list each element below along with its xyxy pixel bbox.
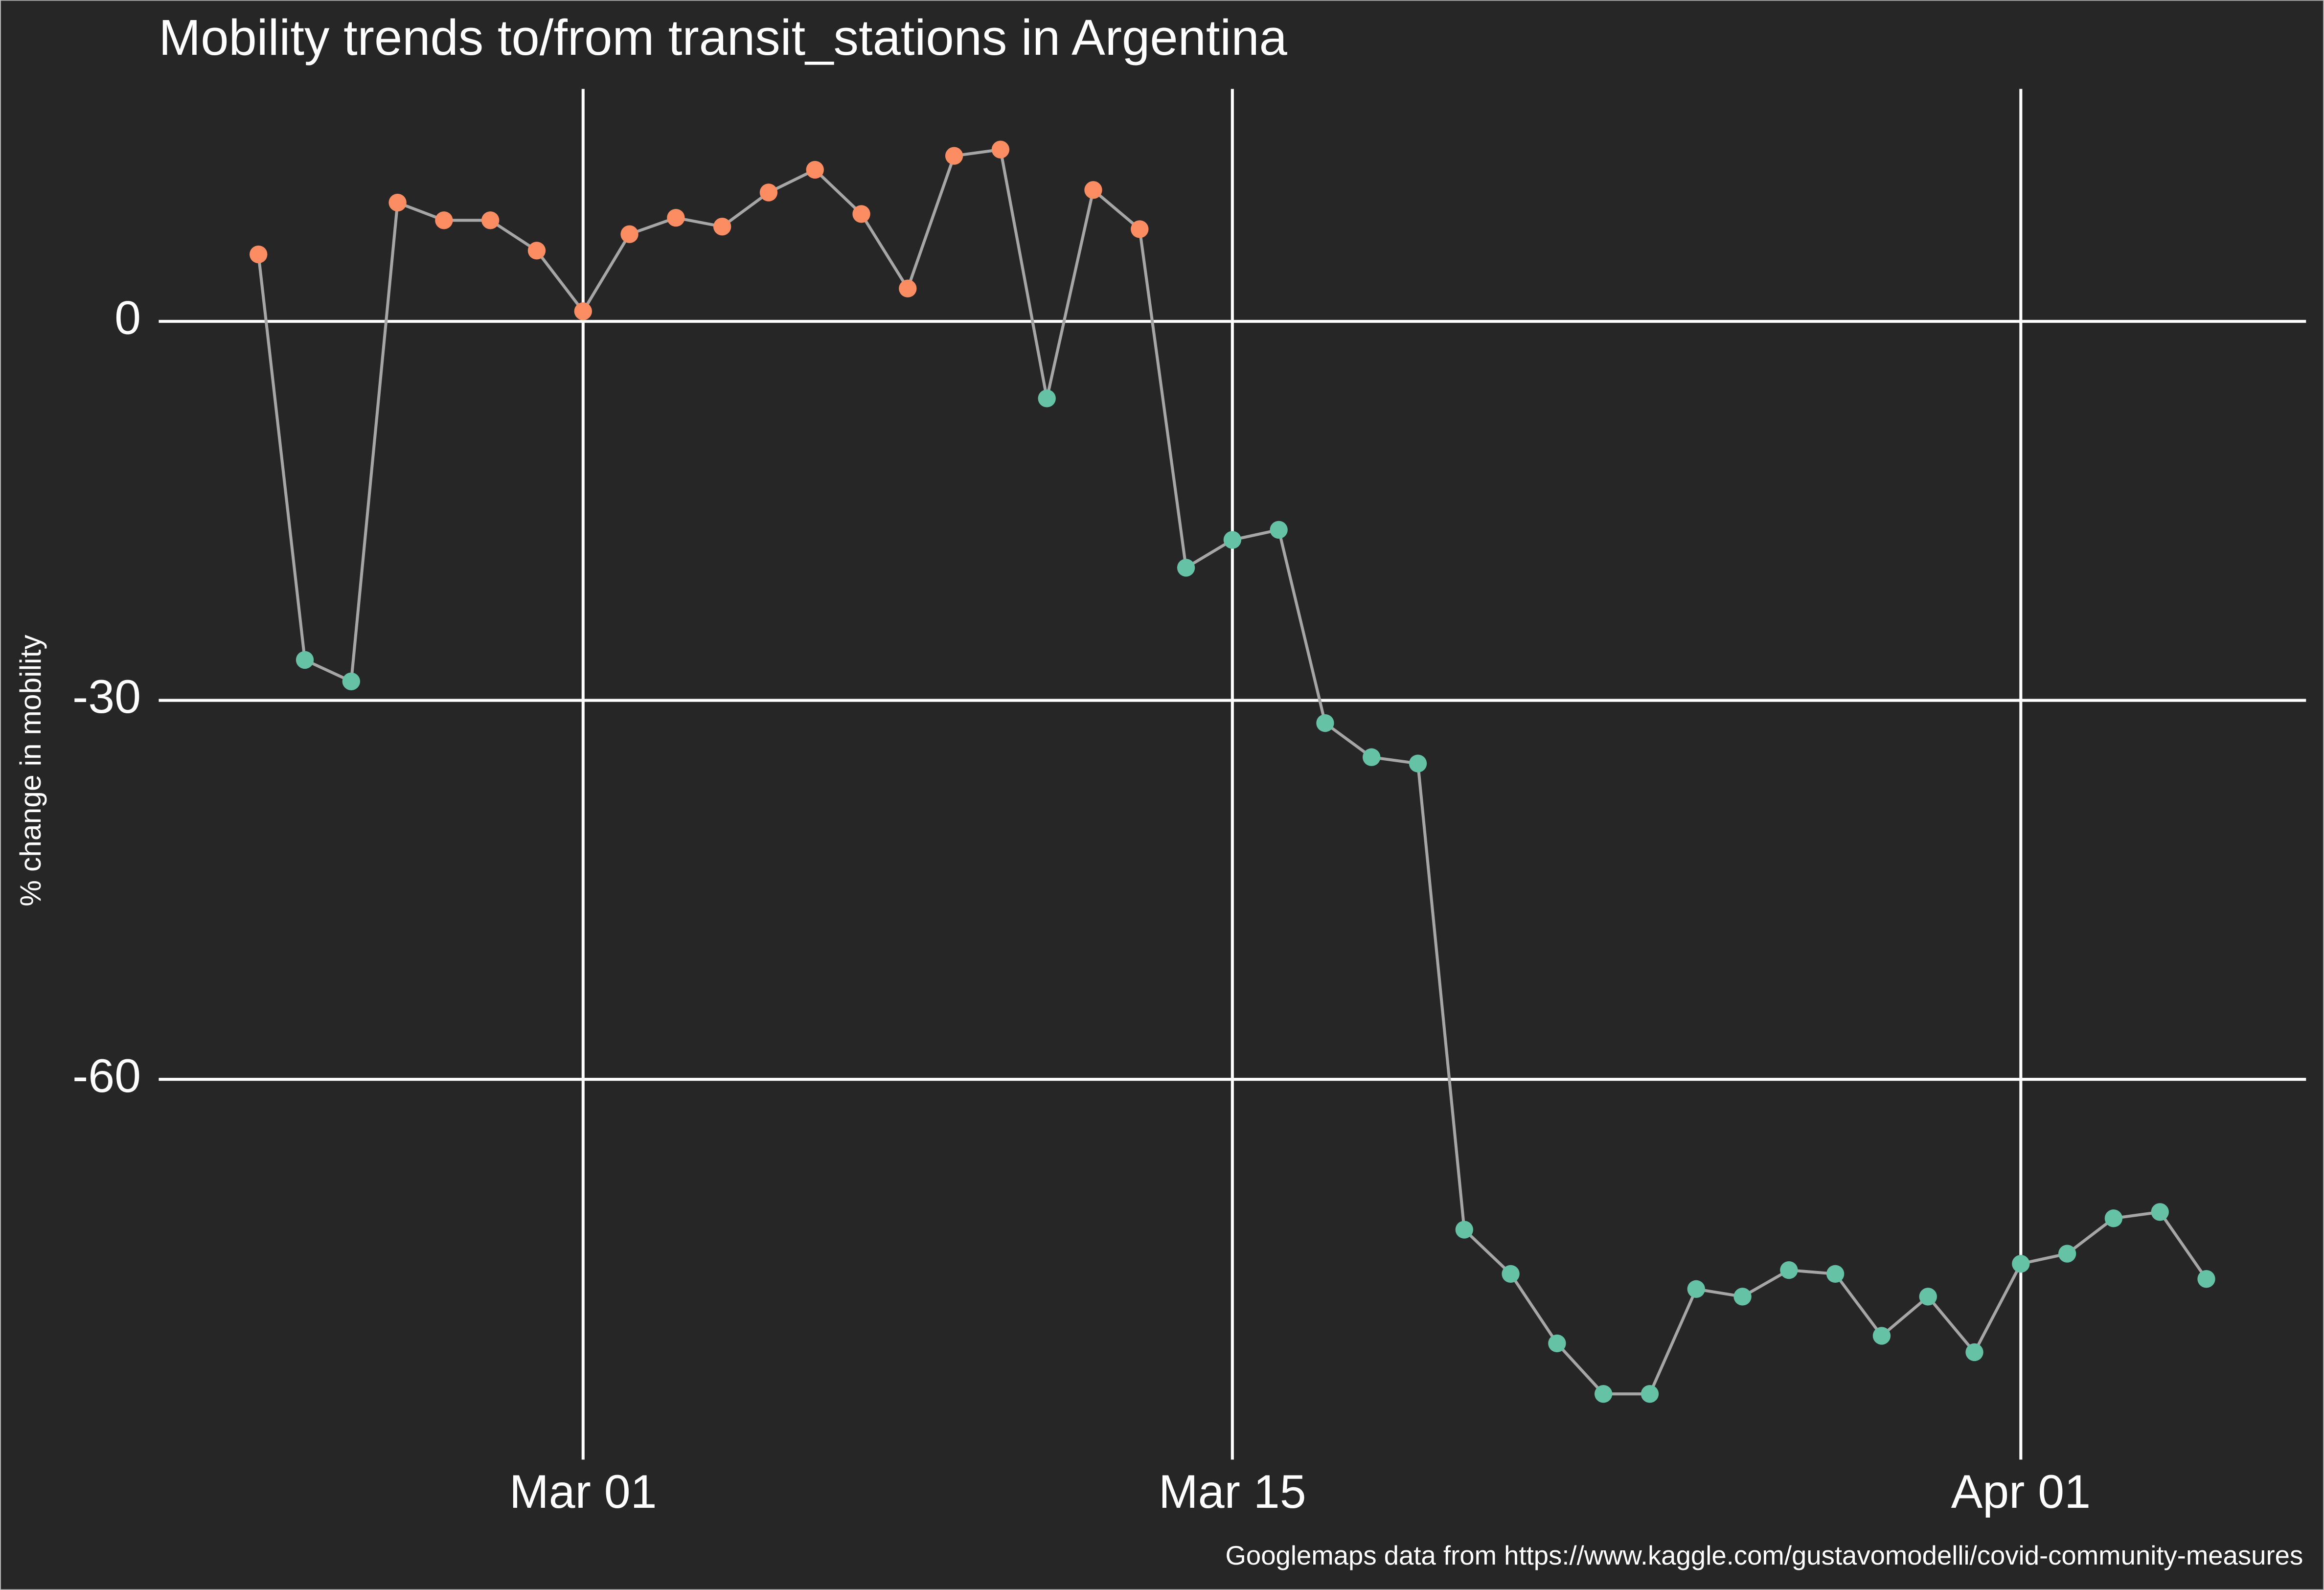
point (1826, 1265, 1845, 1283)
point (1733, 1288, 1752, 1306)
y-tick-label: -30 (72, 670, 141, 723)
point (806, 160, 824, 179)
point (2104, 1209, 2123, 1227)
point (2197, 1270, 2215, 1288)
x-tick-label: Apr 01 (1951, 1465, 2091, 1518)
point (1548, 1334, 1566, 1353)
point (250, 245, 268, 264)
point (945, 147, 963, 165)
point (1270, 521, 1288, 539)
point (667, 208, 685, 227)
point (481, 211, 500, 229)
point (1038, 389, 1056, 408)
point (759, 183, 778, 202)
point (1502, 1265, 1520, 1283)
y-tick-label: -60 (72, 1049, 141, 1102)
point (1780, 1261, 1798, 1279)
x-tick-label: Mar 15 (1159, 1465, 1306, 1518)
point (1872, 1327, 1891, 1345)
point (1455, 1221, 1474, 1239)
point (1919, 1288, 1937, 1306)
point (342, 672, 361, 690)
point (1084, 181, 1102, 199)
point (1640, 1385, 1659, 1403)
point (1177, 559, 1195, 577)
point (1316, 714, 1334, 732)
y-axis-label: % change in mobility (14, 635, 47, 907)
chart-title: Mobility trends to/from transit_stations… (159, 9, 1287, 66)
point (620, 225, 638, 243)
point (1363, 748, 1381, 766)
point (1409, 754, 1427, 772)
point (527, 242, 546, 260)
point (1131, 220, 1149, 238)
x-tick-label: Mar 01 (509, 1465, 657, 1518)
point (852, 205, 870, 223)
point (574, 302, 592, 320)
point (713, 218, 731, 236)
point (1223, 531, 1242, 549)
point (2151, 1203, 2169, 1221)
point (1687, 1280, 1705, 1298)
point (2012, 1255, 2030, 1273)
point (899, 279, 917, 297)
point (2058, 1245, 2076, 1263)
point (1965, 1343, 1983, 1362)
point (1595, 1385, 1613, 1403)
point (435, 211, 453, 229)
point (388, 193, 407, 212)
caption: Googlemaps data from https://www.kaggle.… (1225, 1541, 2303, 1570)
point (991, 140, 1010, 159)
y-tick-label: 0 (114, 291, 141, 344)
point (296, 651, 314, 669)
